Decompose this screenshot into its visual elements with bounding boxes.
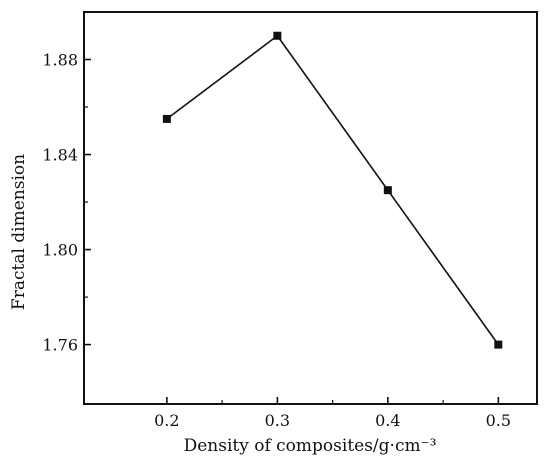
y-axis-ticks (84, 58, 91, 346)
y-axis-label: Fractal dimension (9, 154, 29, 310)
data-point (383, 186, 392, 195)
x-axis-ticks (166, 397, 500, 404)
x-axis-tick-labels: 0.2 0.3 0.4 0.5 (154, 411, 511, 430)
series-group (162, 31, 503, 349)
x-tick-label: 0.3 (265, 411, 290, 430)
data-point (162, 114, 171, 123)
x-tick-label: 0.5 (486, 411, 511, 430)
data-point (273, 31, 282, 40)
x-axis-label: Density of composites/g·cm⁻³ (184, 436, 437, 456)
x-tick-label: 0.4 (375, 411, 400, 430)
plot-frame (83, 11, 538, 405)
y-tick-label: 1.76 (42, 336, 78, 355)
y-axis-tick-labels: 1.76 1.80 1.84 1.88 (42, 51, 78, 355)
x-tick-label: 0.2 (154, 411, 179, 430)
y-tick-label: 1.80 (42, 241, 78, 260)
data-point (494, 340, 503, 349)
y-tick-label: 1.84 (42, 146, 78, 165)
y-tick-label: 1.88 (42, 51, 78, 70)
series-line (166, 34, 499, 346)
